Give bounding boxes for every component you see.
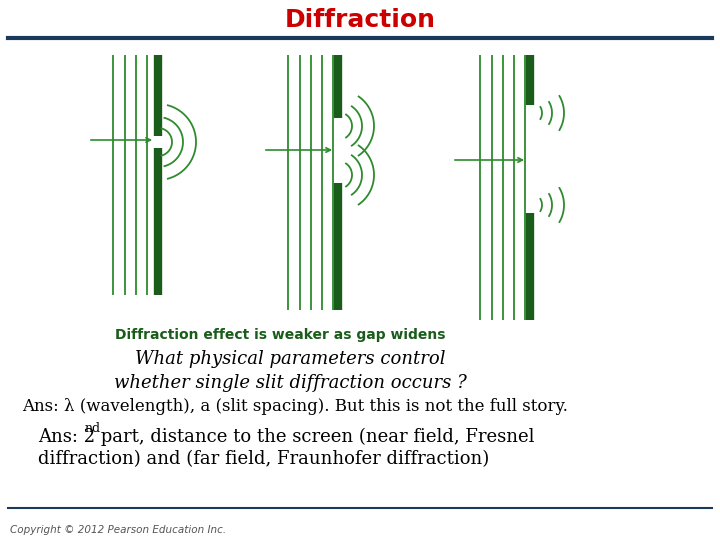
Text: Diffraction: Diffraction (284, 8, 436, 32)
Text: part, distance to the screen (near field, Fresnel: part, distance to the screen (near field… (95, 428, 534, 446)
Text: diffraction) and (far field, Fraunhofer diffraction): diffraction) and (far field, Fraunhofer … (38, 450, 490, 468)
Text: nd: nd (85, 422, 101, 435)
Text: Diffraction effect is weaker as gap widens: Diffraction effect is weaker as gap wide… (114, 328, 445, 342)
Text: What physical parameters control
whether single slit diffraction occurs ?: What physical parameters control whether… (114, 350, 467, 392)
Text: Ans: λ (wavelength), a (slit spacing). But this is not the full story.: Ans: λ (wavelength), a (slit spacing). B… (22, 398, 568, 415)
Text: Ans: 2: Ans: 2 (38, 428, 95, 446)
Text: Copyright © 2012 Pearson Education Inc.: Copyright © 2012 Pearson Education Inc. (10, 525, 226, 535)
